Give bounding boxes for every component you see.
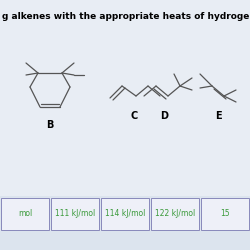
- Text: 114 kJ/mol: 114 kJ/mol: [105, 210, 145, 218]
- Text: D: D: [160, 111, 168, 121]
- Bar: [101, 198, 149, 230]
- Text: E: E: [215, 111, 221, 121]
- Bar: [151, 198, 199, 230]
- Text: mol: mol: [18, 210, 32, 218]
- Bar: [0, 196, 250, 250]
- Text: 122 kJ/mol: 122 kJ/mol: [155, 210, 195, 218]
- Bar: [201, 198, 249, 230]
- Text: g alkenes with the appropriate heats of hydrogenation.: g alkenes with the appropriate heats of …: [2, 12, 250, 21]
- Text: B: B: [46, 120, 54, 130]
- Text: 111 kJ/mol: 111 kJ/mol: [55, 210, 95, 218]
- Text: C: C: [130, 111, 138, 121]
- Text: 15: 15: [220, 210, 230, 218]
- Bar: [1, 198, 49, 230]
- Bar: [51, 198, 99, 230]
